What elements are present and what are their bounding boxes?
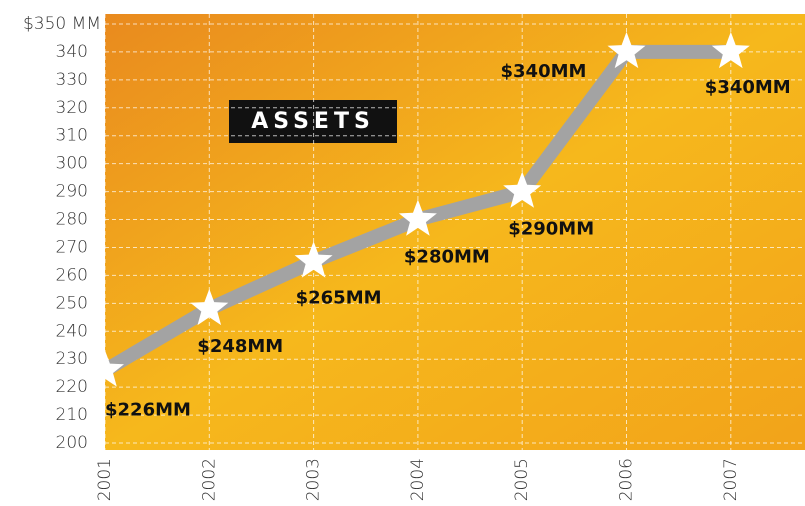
plot-background [105, 14, 805, 450]
value-label: $280MM [404, 247, 490, 268]
y-tick-label: 200 [56, 433, 88, 453]
point-star [190, 288, 229, 326]
x-tick-label: 2006 [617, 458, 637, 501]
value-label: $248MM [197, 336, 283, 357]
title-box [229, 100, 397, 143]
y-tick-label: 340 [56, 42, 88, 62]
point-star [607, 31, 646, 69]
point-star [711, 31, 750, 69]
y-tick-label: 210 [56, 405, 88, 425]
chart-title: ASSETS [251, 109, 375, 134]
y-tick-label: 300 [56, 154, 88, 174]
point-star [86, 350, 124, 387]
y-tick-label: 230 [56, 349, 88, 369]
x-tick-label: 2004 [408, 458, 428, 501]
x-tick-label: 2007 [721, 458, 741, 501]
x-tick-label: 2003 [304, 458, 324, 501]
point-star [294, 241, 333, 278]
value-label: $265MM [296, 287, 382, 308]
y-tick-label: 220 [56, 377, 88, 397]
x-tick-label: 2002 [199, 458, 219, 501]
y-tick-label: 280 [56, 210, 88, 230]
value-label: $340MM [501, 61, 587, 82]
y-tick-label: $350 MM [23, 14, 101, 34]
point-star [503, 171, 542, 208]
y-tick-label: 240 [56, 321, 88, 341]
y-tick-label: 330 [56, 70, 88, 90]
x-tick-label: 2005 [512, 458, 532, 501]
y-tick-label: 290 [56, 182, 88, 202]
y-tick-label: 320 [56, 98, 88, 118]
value-label: $290MM [508, 219, 594, 240]
y-tick-label: 260 [56, 265, 88, 285]
x-tick-label: 2001 [95, 458, 115, 501]
y-tick-label: 310 [56, 126, 88, 146]
y-tick-label: 250 [56, 293, 88, 313]
y-tick-label: 270 [56, 237, 88, 257]
value-label: $340MM [705, 77, 791, 98]
value-label: $226MM [105, 399, 191, 420]
point-star [398, 199, 437, 236]
